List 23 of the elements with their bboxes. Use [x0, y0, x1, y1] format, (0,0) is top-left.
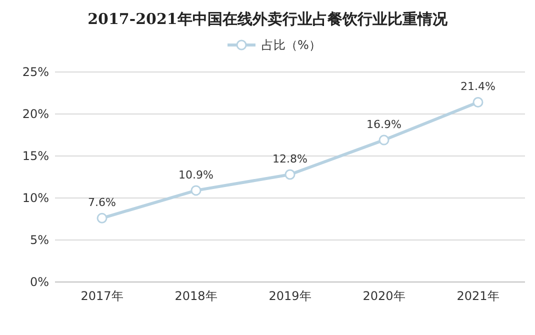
data-label: 16.9%	[366, 118, 402, 132]
point	[284, 169, 296, 180]
x-tick-label: 2020年	[362, 289, 406, 303]
x-tick-label: 2019年	[268, 289, 312, 303]
point	[190, 185, 202, 196]
point	[472, 96, 484, 108]
data-label: 12.8%	[272, 152, 308, 166]
y-tick-label: 5%	[30, 233, 49, 247]
point	[96, 212, 108, 224]
y-tick-label: 0%	[30, 275, 49, 289]
y-tick-label: 15%	[22, 149, 49, 163]
y-tick-label: 10%	[22, 191, 49, 205]
legend-label: 占比（%）	[262, 38, 321, 52]
data-label: 7.6%	[88, 196, 116, 210]
chart-title: 2017-2021年中国在线外卖行业占餐饮行业比重情况	[88, 10, 448, 28]
x-tick-label: 2017年	[80, 289, 124, 303]
x-tick-label: 2018年	[174, 289, 218, 303]
y-tick-label: 25%	[22, 65, 49, 79]
data-label: 21.4%	[460, 80, 496, 94]
point	[378, 134, 390, 146]
x-tick-label: 2021年	[456, 289, 500, 303]
y-tick-label: 20%	[22, 107, 49, 121]
data-label: 10.9%	[178, 168, 214, 182]
